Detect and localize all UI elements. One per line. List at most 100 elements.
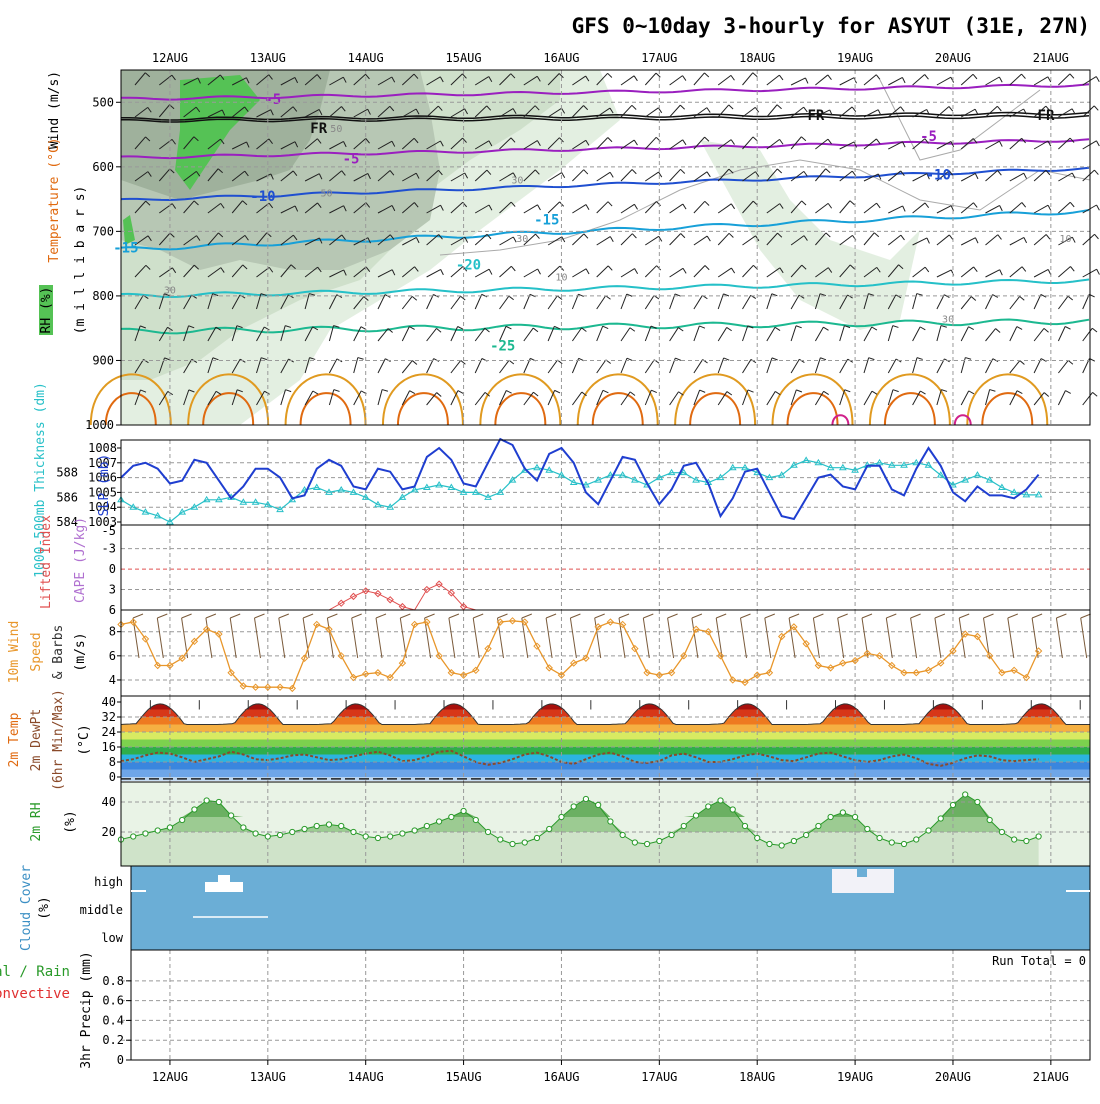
- wind-barb-flag-0-25: [752, 72, 758, 78]
- wind-barb-8-37: [1033, 328, 1045, 342]
- rh2m-point-8: [215, 798, 222, 806]
- wind-barb-2-9: [353, 138, 367, 150]
- wind-barb-2-23: [693, 136, 705, 150]
- rh2m-point-40: [607, 818, 614, 825]
- wind-barb-flag-1-31: [900, 106, 905, 112]
- ylabel-minmax: (6hr Min/Max): [51, 689, 66, 791]
- wind-barb-7-36: [1009, 296, 1021, 310]
- wind-ytick-2: 8: [109, 625, 116, 639]
- wind-barb-6-26: [766, 267, 781, 278]
- rh-contour-10: [439, 159, 1091, 256]
- wind-barb-flag-10-21: [651, 389, 657, 394]
- wind-barb-1-15: [499, 108, 514, 118]
- wind-barb-0-16: [523, 75, 538, 86]
- wind-barb-flag-7-13: [460, 295, 466, 301]
- wind-barb-flag-2-20: [633, 139, 638, 146]
- wind-point-67: [937, 659, 945, 667]
- wind-barb-1-6: [280, 106, 294, 118]
- rh2m-point-54: [778, 842, 785, 849]
- wind-barb-10-22: [669, 391, 679, 406]
- wind-barb-flag-6-23: [704, 265, 710, 271]
- temp-band-6: [121, 732, 1090, 740]
- wind-barb-flag-7-33: [943, 294, 950, 299]
- wind-barb-5-26: [766, 232, 778, 246]
- wind-barb-flag-4-21: [656, 201, 661, 207]
- thickness-point-1: [129, 503, 138, 510]
- wind-barb-6-17: [547, 265, 561, 278]
- precip-legend-convective: Convective: [0, 986, 70, 1002]
- wind-barb-flag-3-2: [195, 171, 201, 177]
- wind-barb-flag-4-30: [876, 202, 881, 209]
- rh2m-point-19: [350, 828, 357, 836]
- wind-barb-1-39: [1082, 105, 1095, 118]
- wind-barb-6-25: [742, 264, 754, 278]
- rh2m-point-34: [533, 834, 541, 842]
- wind-barb-flag-3-31: [900, 170, 905, 177]
- sfc-barb-13: [448, 617, 456, 659]
- wind-barb-5-16: [523, 233, 536, 246]
- contour-label-11: -25: [490, 339, 515, 355]
- thickness-point-53: [765, 473, 774, 481]
- wind-barb-flag-2-8: [343, 141, 347, 148]
- thick-ytick-2: 588: [56, 466, 78, 480]
- wind-point-5: [178, 654, 186, 662]
- wind-barb-6-14: [474, 268, 490, 278]
- wind-barb-7-6: [280, 294, 289, 310]
- wind-barb-flag-2-34: [972, 138, 978, 144]
- temp-ytick-5: 40: [102, 695, 116, 709]
- bottom-xtick-1: 13AUG: [250, 1070, 286, 1084]
- wind-barb-7-33: [936, 294, 945, 310]
- wind-barb-flag-10-29: [844, 389, 851, 393]
- wind-barb-10-27: [790, 389, 797, 406]
- sfc-barb-flag-8: [327, 613, 338, 619]
- wind-barb-flag-2-14: [488, 140, 493, 147]
- wind-barb-8-39: [1082, 327, 1093, 342]
- wind-barb-flag-1-28: [829, 109, 833, 116]
- wind-barb-7-14: [474, 294, 483, 310]
- wind-point-21: [374, 669, 382, 677]
- wind-barb-7-3: [207, 293, 214, 310]
- wind-barb-flag-7-1: [164, 293, 171, 297]
- wind-barb-flag-3-24: [728, 168, 734, 174]
- wind-barb-flag-3-11: [415, 173, 420, 179]
- wind-barb-2-14: [474, 140, 490, 150]
- wind-barb-flag-8-5: [264, 326, 270, 331]
- thickness-point-12: [263, 500, 272, 508]
- wind-barb-flag-0-11: [413, 73, 419, 79]
- wind-barb-1-31: [887, 106, 901, 118]
- wind-barb-0-17: [547, 73, 560, 86]
- wind-barb-2-22: [669, 139, 683, 150]
- wind-point-46: [680, 652, 688, 660]
- wind-barb-flag-7-26: [771, 293, 778, 297]
- rh2m-point-49: [717, 797, 724, 804]
- wind-barb-flag-9-22: [675, 357, 682, 361]
- wind-barb-flag-0-15: [510, 73, 516, 79]
- wind-barb-8-27: [790, 325, 797, 342]
- wind-barb-2-0: [134, 136, 146, 150]
- wind-barb-8-30: [863, 326, 873, 342]
- wind-point-6: [190, 637, 199, 646]
- wind-barb-8-5: [256, 326, 265, 342]
- wind-barb-flag-5-34: [975, 237, 979, 244]
- wind-barb-0-11: [401, 73, 415, 86]
- wind-barb-flag-8-20: [629, 327, 636, 332]
- rh2m-point-22: [387, 833, 394, 840]
- wind-barb-flag-0-37: [1047, 76, 1052, 83]
- sfc-barb-flag-13: [448, 613, 460, 619]
- wind-barb-flag-0-39: [1095, 76, 1100, 82]
- wind-barb-flag-8-26: [774, 326, 781, 331]
- rh2m-point-29: [472, 816, 479, 824]
- wind-barb-3-6: [280, 170, 294, 182]
- wind-barb-9-13: [450, 360, 462, 374]
- wind-barb-flag-2-18: [585, 140, 590, 146]
- wind-barb-9-30: [863, 357, 870, 374]
- wind-point-19: [349, 673, 358, 682]
- wind-barb-9-10: [377, 358, 386, 374]
- thickness-point-21: [374, 500, 382, 508]
- wind-barb-flag-0-1: [171, 74, 176, 81]
- wind-barb-flag-0-18: [585, 75, 590, 82]
- wind-barb-flag-0-20: [633, 75, 638, 82]
- wind-point-10: [239, 682, 248, 690]
- wind-barb-flag-6-10: [391, 269, 396, 276]
- rh2m-point-67: [937, 815, 944, 822]
